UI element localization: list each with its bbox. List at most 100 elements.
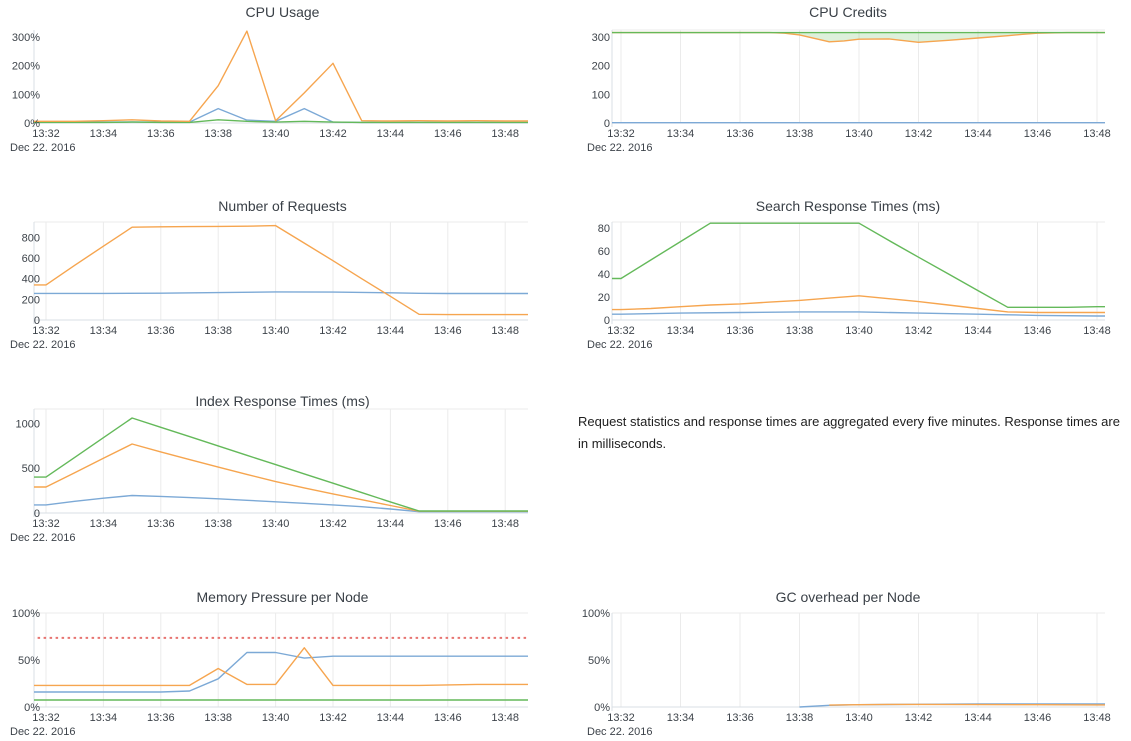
x-tick-label: 13:34 xyxy=(667,712,695,724)
x-tick-label: 13:44 xyxy=(377,712,405,724)
x-tick-label: 13:44 xyxy=(377,325,405,337)
x-tick-label: 13:42 xyxy=(319,518,347,530)
chart-index-response-times: Index Response Times (ms) 0 500 1000 13:32 1… xyxy=(0,385,565,550)
y-tick-label: 0 xyxy=(34,315,40,327)
x-tick-label: 13:48 xyxy=(491,712,519,724)
x-axis-labels: 13:32 13:34 13:36 13:38 13:40 13:42 13:44 13:46… xyxy=(32,325,519,337)
gridlines xyxy=(34,221,528,320)
y-tick-label: 100% xyxy=(582,608,610,620)
chart-cpu-credits: CPU Credits 0 100 200 300 13:32 13:34 13:36 13:… xyxy=(565,0,1131,160)
x-tick-label: 13:42 xyxy=(905,712,933,724)
x-axis-labels: 13:32 13:34 13:36 13:38 13:40 13:42 13:44 13:46… xyxy=(607,128,1111,140)
x-tick-label: 13:40 xyxy=(845,325,873,337)
series-line-green xyxy=(612,222,1105,309)
series-line-blue xyxy=(34,494,528,513)
series-line-orange xyxy=(612,295,1105,314)
x-tick-label: 13:40 xyxy=(262,128,290,140)
x-axis-labels: 13:32 13:34 13:36 13:38 13:40 13:42 13:44 13:46… xyxy=(32,518,519,530)
y-axis-labels: 0 100 200 300 xyxy=(592,32,610,130)
x-tick-label: 13:36 xyxy=(147,518,175,530)
y-tick-label: 600 xyxy=(22,253,40,265)
x-axis-labels: 13:32 13:34 13:36 13:38 13:40 13:42 13:44 13:46… xyxy=(607,712,1111,724)
x-axis-date-label: Dec 22. 2016 xyxy=(587,726,652,738)
y-tick-label: 300 xyxy=(592,32,610,44)
x-tick-label: 13:46 xyxy=(434,518,462,530)
gridlines xyxy=(612,221,1105,320)
x-tick-label: 13:38 xyxy=(204,128,232,140)
x-tick-label: 13:34 xyxy=(90,325,118,337)
series-line-green xyxy=(34,119,528,124)
x-tick-label: 13:48 xyxy=(491,325,519,337)
x-axis-labels: 13:32 13:34 13:36 13:38 13:40 13:42 13:44 13:46… xyxy=(32,712,519,724)
series-line-orange xyxy=(34,443,528,512)
chart-search-response-times: Search Response Times (ms) 0 20 40 60 80 13:3… xyxy=(565,190,1131,355)
y-axis-labels: 0 500 1000 xyxy=(16,418,40,520)
y-tick-label: 50% xyxy=(18,655,40,667)
axes xyxy=(33,409,528,517)
x-tick-label: 13:38 xyxy=(204,712,232,724)
x-axis-labels: 13:32 13:34 13:36 13:38 13:40 13:42 13:44 13:46… xyxy=(607,325,1111,337)
y-tick-label: 200 xyxy=(22,294,40,306)
x-tick-label: 13:36 xyxy=(726,325,754,337)
chart-title-cpu-usage: CPU Usage xyxy=(245,4,320,20)
x-tick-label: 13:36 xyxy=(147,712,175,724)
aggregation-note: Request statistics and response times ar… xyxy=(578,411,1130,455)
chart-cpu-usage: CPU Usage 0% 100% 200% 300% 13:32 13:34 13:36 1… xyxy=(0,0,565,160)
x-tick-label: 13:48 xyxy=(1083,128,1111,140)
y-tick-label: 300% xyxy=(12,32,40,44)
x-tick-label: 13:48 xyxy=(1083,325,1111,337)
axes xyxy=(33,613,528,711)
y-tick-label: 200 xyxy=(592,61,610,73)
chart-title-search-response-times: Search Response Times (ms) xyxy=(755,198,941,214)
x-tick-label: 13:46 xyxy=(1024,325,1052,337)
gc-overhead-plot[interactable]: 0%50%100%13:32 13:34 13:36 13:38 13:40 13:42 1… xyxy=(565,580,1131,741)
x-tick-label: 13:44 xyxy=(964,712,992,724)
x-tick-label: 13:40 xyxy=(845,712,873,724)
x-tick-label: 13:48 xyxy=(1083,712,1111,724)
y-tick-label: 400 xyxy=(22,274,40,286)
x-axis-date-label: Dec 22. 2016 xyxy=(10,532,75,544)
x-tick-label: 13:32 xyxy=(607,712,635,724)
y-tick-label: 500 xyxy=(22,463,40,475)
gridlines xyxy=(34,612,528,707)
memory-pressure-plot[interactable]: 0%50%100%13:32 13:34 13:36 13:38 13:40 13:42 1… xyxy=(0,580,565,741)
series-lines xyxy=(34,30,528,124)
x-tick-label: 13:38 xyxy=(786,325,814,337)
x-tick-label: 13:40 xyxy=(262,518,290,530)
series-line-blue xyxy=(34,291,528,295)
gridlines xyxy=(34,408,528,513)
y-axis-labels: 0 200 400 600 800 xyxy=(22,232,40,327)
chart-title-cpu-credits: CPU Credits xyxy=(809,4,887,20)
x-tick-label: 13:36 xyxy=(726,712,754,724)
x-tick-label: 13:40 xyxy=(262,712,290,724)
series-line-blue xyxy=(612,311,1105,317)
x-tick-label: 13:34 xyxy=(667,128,695,140)
y-tick-label: 0% xyxy=(594,702,610,714)
x-tick-label: 13:38 xyxy=(786,712,814,724)
cpu-usage-plot[interactable]: 0%100%200%300%13:32 13:34 13:36 13:38 13:40 1… xyxy=(0,0,565,160)
y-axis-labels: 0% 50% 100% xyxy=(12,608,40,714)
x-tick-label: 13:40 xyxy=(845,128,873,140)
series-lines xyxy=(34,224,528,316)
y-tick-label: 0 xyxy=(604,315,610,327)
x-tick-label: 13:42 xyxy=(905,128,933,140)
series-line-orange xyxy=(34,224,528,316)
series-line-orange xyxy=(34,30,528,123)
y-tick-label: 1000 xyxy=(16,418,40,430)
x-tick-label: 13:46 xyxy=(1024,712,1052,724)
series-line-orange xyxy=(34,647,528,687)
cpu-credits-plot[interactable]: 0 100 200 300 13:32 13:34 13:36 13:38 13:40 13:42… xyxy=(565,0,1131,160)
y-tick-label: 40 xyxy=(598,269,610,281)
series-lines xyxy=(799,703,1105,708)
chart-title-memory-pressure: Memory Pressure per Node xyxy=(196,589,369,605)
y-axis-labels: 0% 100% 200% 300% xyxy=(12,32,40,130)
y-tick-label: 800 xyxy=(22,232,40,244)
x-tick-label: 13:42 xyxy=(319,325,347,337)
x-tick-label: 13:48 xyxy=(491,128,519,140)
x-tick-label: 13:34 xyxy=(90,128,118,140)
y-tick-label: 0 xyxy=(34,508,40,520)
series-lines xyxy=(34,417,528,513)
